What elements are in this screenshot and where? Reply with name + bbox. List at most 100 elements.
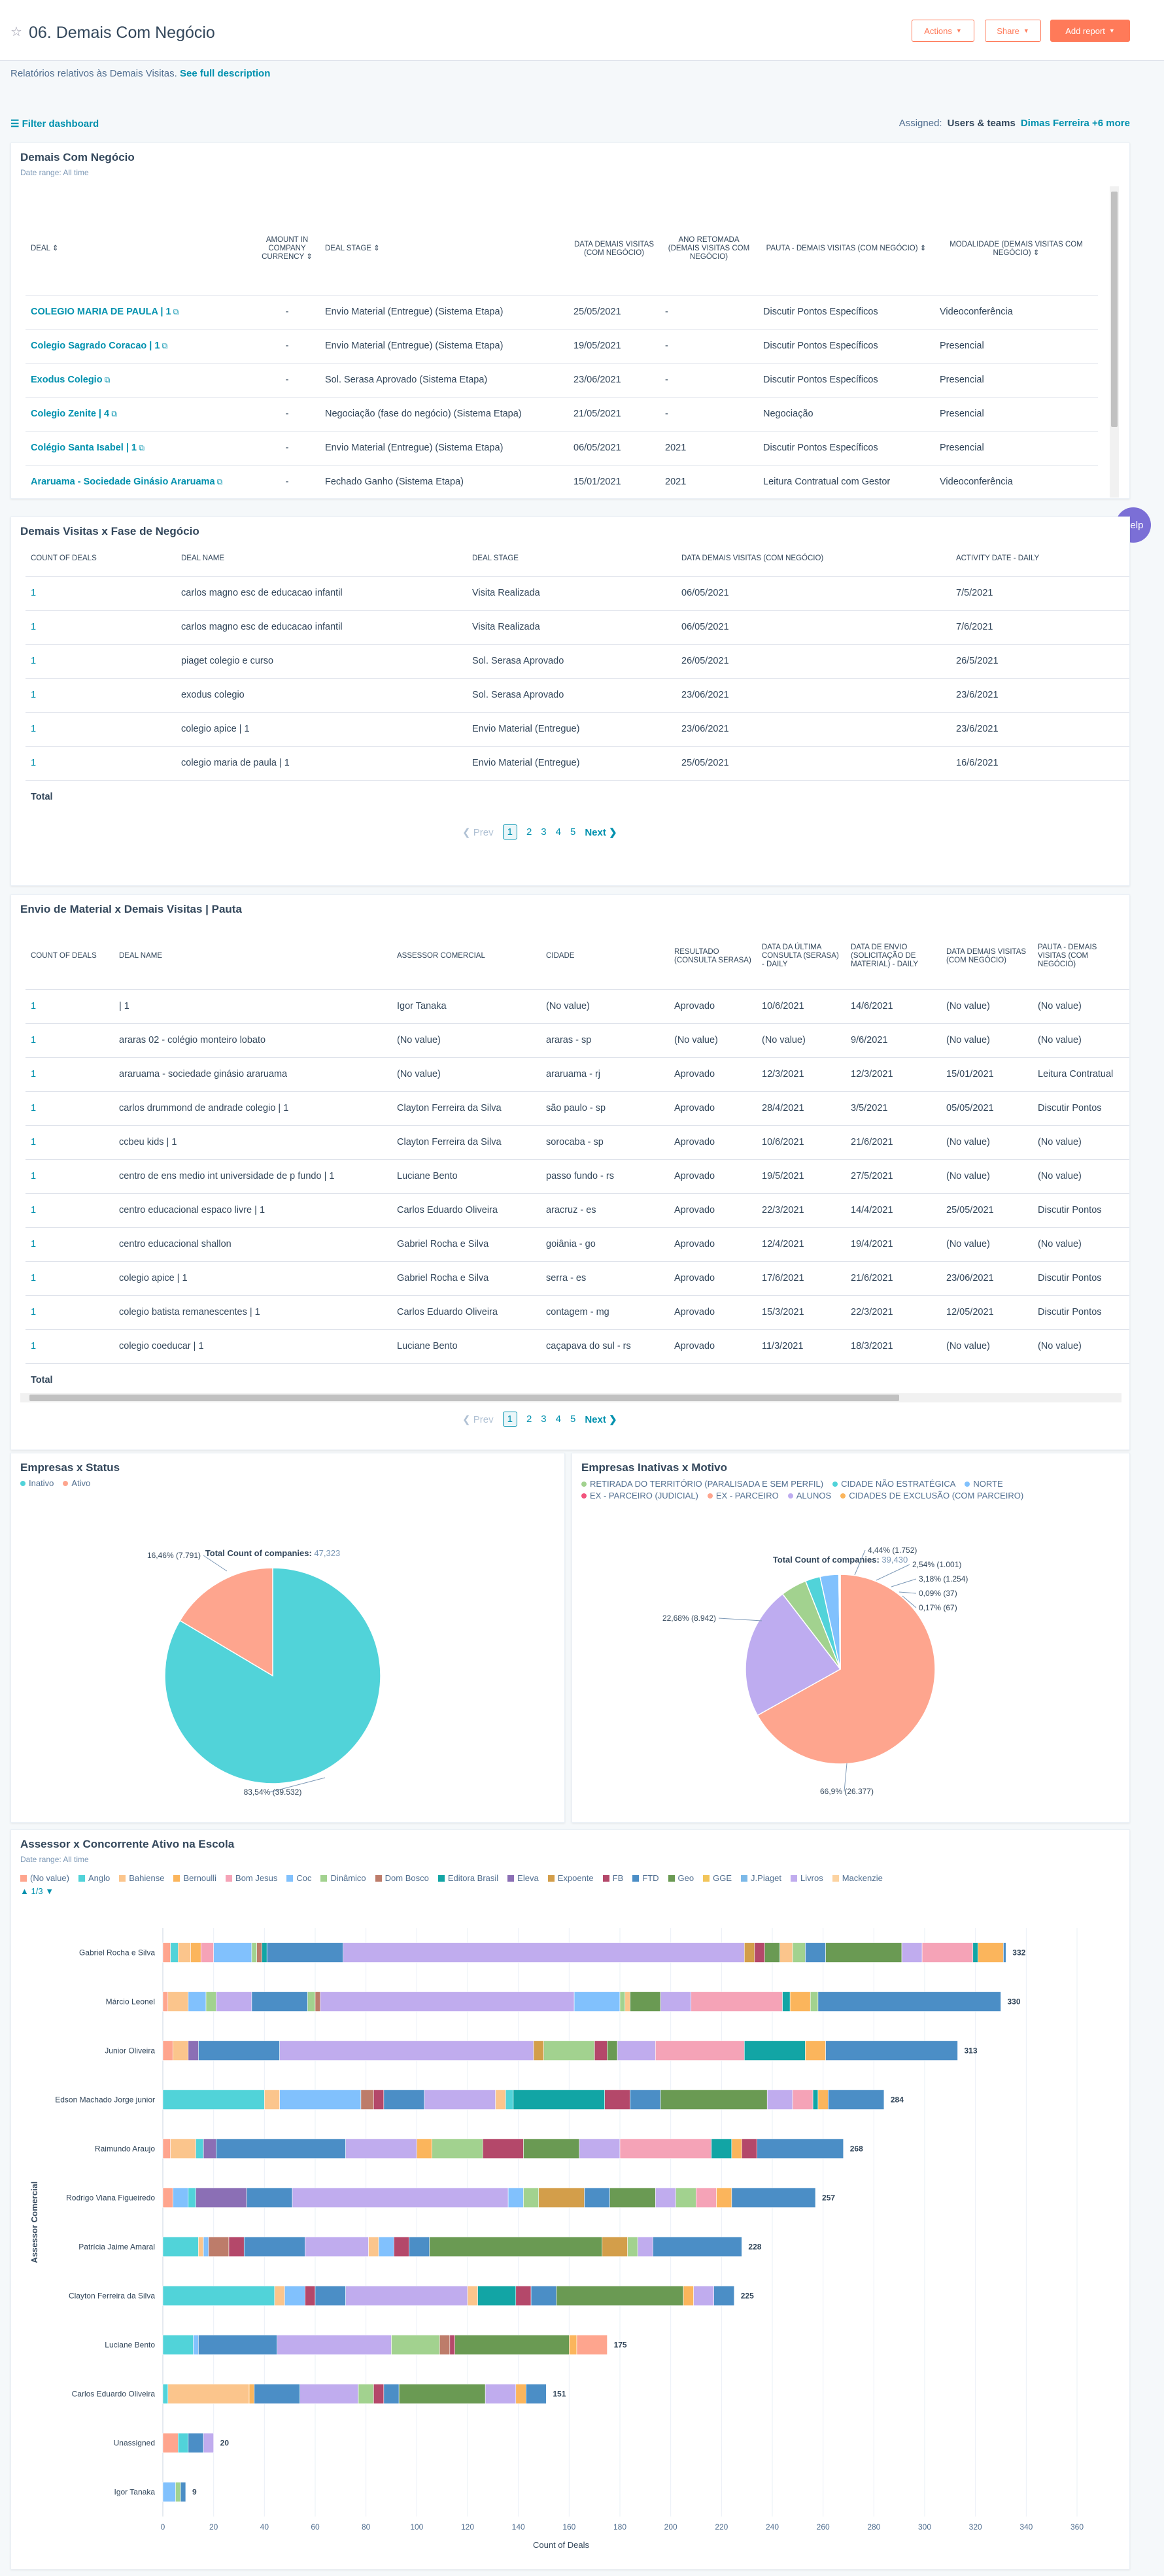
- bar-segment[interactable]: [251, 1991, 308, 2012]
- legend-item[interactable]: EX - PARCEIRO (JUDICIAL): [581, 1490, 698, 1502]
- bar-segment[interactable]: [744, 2041, 806, 2061]
- col-header[interactable]: ASSESSOR COMERCIAL: [397, 952, 485, 960]
- col-header[interactable]: DEAL STAGE ⇕: [325, 245, 380, 253]
- legend-item[interactable]: Editora Brasil: [437, 1873, 498, 1883]
- pie-slice[interactable]: [745, 1593, 842, 1716]
- col-header[interactable]: DATA DEMAIS VISITAS (COM NEGÓCIO): [681, 554, 824, 563]
- bar-segment[interactable]: [251, 1942, 257, 1963]
- bar-segment[interactable]: [394, 2237, 409, 2257]
- bar-segment[interactable]: [205, 1991, 216, 2012]
- table-cell[interactable]: Exodus Colegio ⧉: [26, 362, 254, 397]
- bar-segment[interactable]: [345, 2286, 468, 2306]
- bar-segment[interactable]: [216, 1991, 252, 2012]
- bar-segment[interactable]: [248, 2384, 255, 2404]
- bar-segment[interactable]: [162, 2286, 275, 2306]
- bar-segment[interactable]: [828, 2090, 885, 2110]
- legend-item[interactable]: Expoente: [547, 1873, 594, 1883]
- next-button[interactable]: Next ❯: [585, 826, 617, 838]
- bar-segment[interactable]: [609, 2188, 656, 2208]
- pie-slice[interactable]: [838, 1574, 841, 1670]
- filter-dashboard-button[interactable]: ☰ Filter dashboard: [10, 118, 99, 129]
- bar-segment[interactable]: [792, 2090, 813, 2110]
- table-cell[interactable]: Colegio Zenite | 4 ⧉: [26, 396, 254, 431]
- add-report-button[interactable]: Add report ▼: [1050, 20, 1130, 42]
- legend-item[interactable]: ALUNOS: [787, 1490, 831, 1502]
- legend-item[interactable]: Anglo: [78, 1873, 110, 1883]
- bar-segment[interactable]: [604, 2090, 630, 2110]
- bar-segment[interactable]: [320, 1991, 575, 2012]
- legend-item[interactable]: NORTE: [965, 1478, 1003, 1490]
- col-header[interactable]: MODALIDADE (DEMAIS VISITAS COM NEGÓCIO) …: [950, 240, 1083, 257]
- bar-segment[interactable]: [284, 2286, 305, 2306]
- bar-segment[interactable]: [360, 2090, 374, 2110]
- col-header[interactable]: DEAL STAGE: [472, 554, 519, 563]
- prev-button[interactable]: ❮ Prev: [462, 826, 494, 838]
- pie-slice[interactable]: [757, 1574, 936, 1765]
- bar-segment[interactable]: [533, 2041, 544, 2061]
- next-button[interactable]: Next ❯: [585, 1414, 617, 1425]
- bar-segment[interactable]: [792, 1942, 806, 1963]
- bar-segment[interactable]: [178, 2433, 189, 2453]
- bar-segment[interactable]: [200, 1942, 214, 1963]
- bar-segment[interactable]: [391, 2335, 440, 2355]
- bar-segment[interactable]: [305, 2286, 316, 2306]
- bar-segment[interactable]: [713, 2286, 735, 2306]
- legend-item[interactable]: Inativo: [20, 1478, 54, 1488]
- bar-segment[interactable]: [383, 2090, 425, 2110]
- bar-segment[interactable]: [383, 2384, 400, 2404]
- bar-segment[interactable]: [439, 2335, 451, 2355]
- bar-segment[interactable]: [742, 2139, 758, 2159]
- star-icon[interactable]: ☆: [10, 25, 22, 39]
- bar-segment[interactable]: [162, 1991, 169, 2012]
- bar-segment[interactable]: [162, 2384, 169, 2404]
- bar-segment[interactable]: [779, 1942, 793, 1963]
- bar-segment[interactable]: [398, 2384, 486, 2404]
- bar-segment[interactable]: [825, 2041, 958, 2061]
- table-cell[interactable]: Araruama - Sociedade Ginásio Araruama ⧉: [26, 464, 254, 498]
- legend-item[interactable]: Bahiense: [119, 1873, 164, 1883]
- bar-segment[interactable]: [602, 2237, 628, 2257]
- bar-segment[interactable]: [579, 2139, 621, 2159]
- bar-segment[interactable]: [254, 2384, 300, 2404]
- bar-segment[interactable]: [764, 1942, 780, 1963]
- bar-segment[interactable]: [584, 2188, 610, 2208]
- bar-segment[interactable]: [817, 1991, 1001, 2012]
- external-link-icon[interactable]: ⧉: [160, 341, 168, 350]
- page-2-button[interactable]: 2: [526, 826, 532, 838]
- bar-segment[interactable]: [307, 1991, 316, 2012]
- bar-segment[interactable]: [515, 2286, 532, 2306]
- bar-segment[interactable]: [454, 2335, 570, 2355]
- external-link-icon[interactable]: ⧉: [102, 375, 111, 384]
- bar-segment[interactable]: [495, 2090, 506, 2110]
- page-5-button[interactable]: 5: [570, 1414, 576, 1425]
- bar-segment[interactable]: [432, 2139, 483, 2159]
- bar-segment[interactable]: [1003, 1942, 1006, 1963]
- col-header[interactable]: ANO RETOMADA (DEMAIS VISITAS COM NEGÓCIO…: [668, 236, 750, 262]
- bar-segment[interactable]: [300, 2384, 359, 2404]
- bar-segment[interactable]: [569, 2335, 577, 2355]
- table-cell[interactable]: Colégio Santa Isabel | 1 ⧉: [26, 430, 254, 465]
- col-header[interactable]: COUNT OF DEALS: [31, 554, 97, 563]
- bar-segment[interactable]: [162, 2041, 173, 2061]
- legend-item[interactable]: CIDADE NÃO ESTRATÉGICA: [832, 1478, 955, 1490]
- bar-segment[interactable]: [507, 2188, 524, 2208]
- bar-segment[interactable]: [660, 1991, 692, 2012]
- bar-segment[interactable]: [256, 1942, 262, 1963]
- legend-item[interactable]: FB: [602, 1873, 623, 1883]
- legend-item[interactable]: Mackenzie: [832, 1873, 883, 1883]
- bar-segment[interactable]: [262, 1942, 267, 1963]
- page-1-button[interactable]: 1: [502, 1412, 517, 1427]
- bar-segment[interactable]: [619, 1991, 626, 2012]
- external-link-icon[interactable]: ⧉: [137, 443, 145, 452]
- bar-segment[interactable]: [190, 1942, 201, 1963]
- bar-segment[interactable]: [188, 2188, 196, 2208]
- page-4-button[interactable]: 4: [555, 826, 561, 838]
- bar-segment[interactable]: [203, 2139, 216, 2159]
- pie-slice[interactable]: [179, 1567, 273, 1677]
- bar-segment[interactable]: [526, 2384, 547, 2404]
- bar-segment[interactable]: [653, 2237, 742, 2257]
- col-header[interactable]: RESULTADO (CONSULTA SERASA): [674, 947, 751, 964]
- bar-segment[interactable]: [417, 2139, 432, 2159]
- bar-segment[interactable]: [978, 1942, 1004, 1963]
- bar-segment[interactable]: [188, 1991, 207, 2012]
